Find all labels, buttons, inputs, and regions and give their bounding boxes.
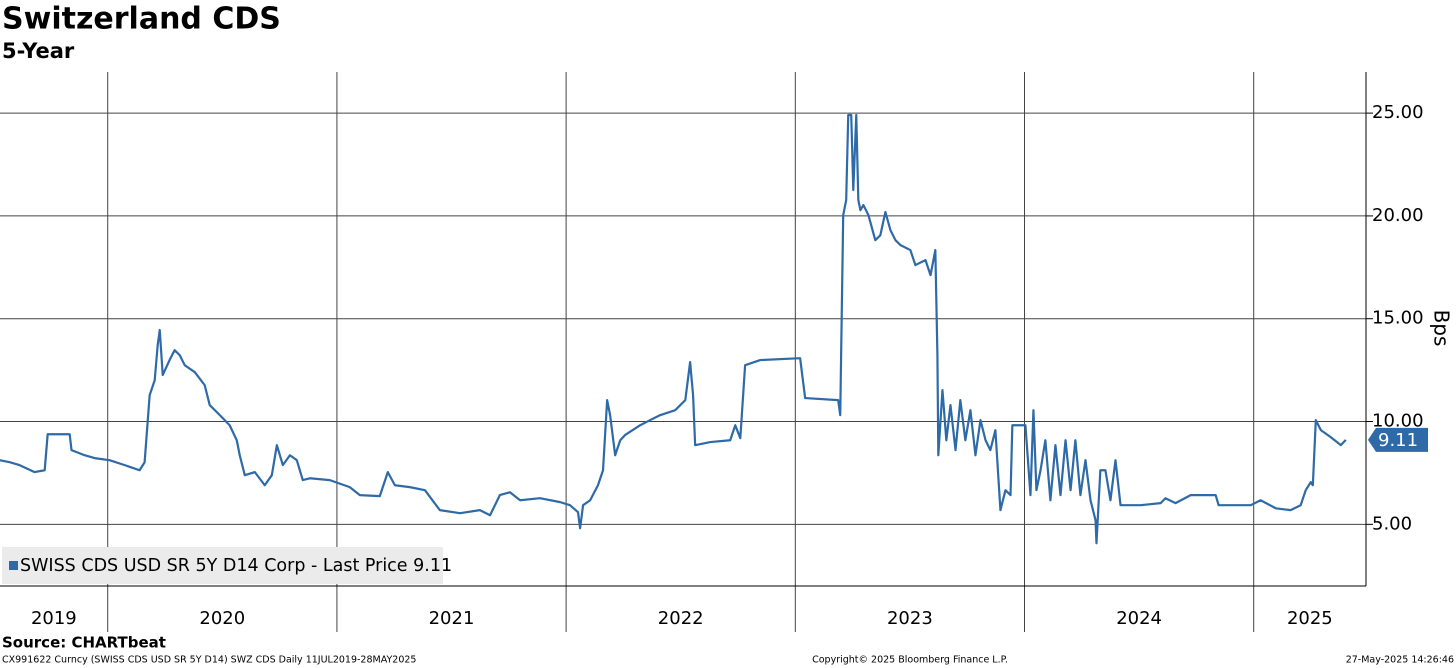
legend-box xyxy=(2,547,443,584)
x-tick-label: 2019 xyxy=(31,608,77,629)
y-tick-label: 15.00 xyxy=(1372,308,1424,329)
series-line xyxy=(0,113,1347,545)
x-tick-label: 2023 xyxy=(887,608,933,629)
footer-left: CX991622 Curncy (SWISS CDS USD SR 5Y D14… xyxy=(2,655,416,666)
last-price-label: 9.11 xyxy=(1378,430,1418,451)
chart-subtitle: 5-Year xyxy=(2,39,75,63)
legend-swatch xyxy=(9,561,18,570)
legend-label: SWISS CDS USD SR 5Y D14 Corp - Last Pric… xyxy=(20,556,452,576)
footer-center: Copyright© 2025 Bloomberg Finance L.P. xyxy=(812,655,1008,666)
source: Source: CHARTbeat xyxy=(2,634,166,652)
last-price-tag xyxy=(1368,427,1428,452)
x-tick-label: 2021 xyxy=(429,608,475,629)
y-tick-label: 10.00 xyxy=(1372,411,1424,432)
y-tick-label: 25.00 xyxy=(1372,102,1424,123)
y-axis-label: Bps xyxy=(1430,310,1454,347)
x-tick-label: 2020 xyxy=(199,608,245,629)
y-tick-label: 20.00 xyxy=(1372,205,1424,226)
x-tick-label: 2024 xyxy=(1116,608,1162,629)
y-tick-label: 5.00 xyxy=(1372,513,1412,534)
footer-right: 27-May-2025 14:26:46 xyxy=(1346,655,1454,666)
x-tick-label: 2022 xyxy=(658,608,704,629)
legend: SWISS CDS USD SR 5Y D14 Corp - Last Pric… xyxy=(2,547,452,584)
chart-title: Switzerland CDS xyxy=(2,2,281,37)
x-tick-label: 2025 xyxy=(1287,608,1333,629)
